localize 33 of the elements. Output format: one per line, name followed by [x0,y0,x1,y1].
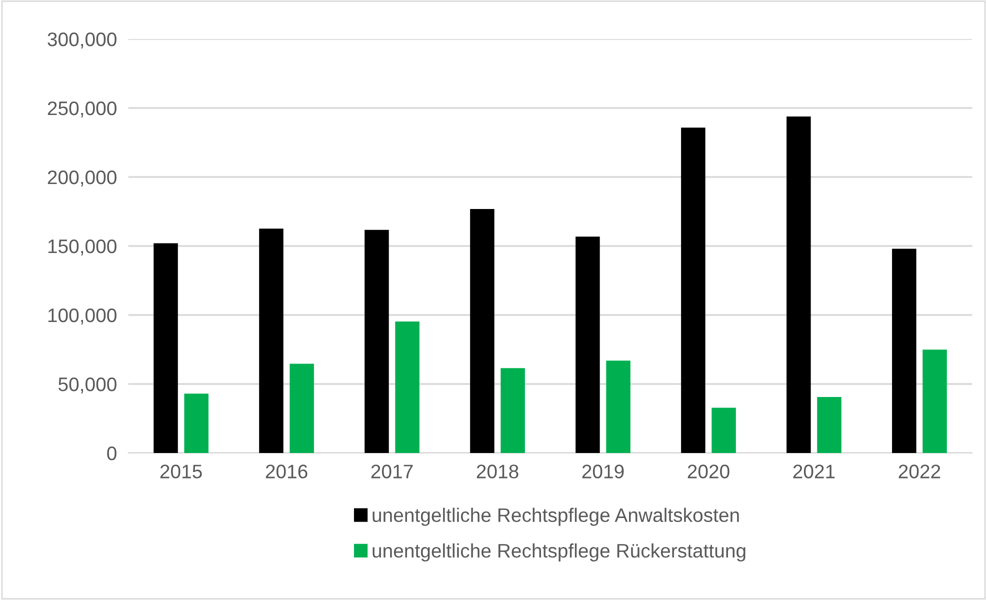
x-tick-label: 2017 [371,464,413,478]
x-tick-label: 2022 [898,464,940,478]
bar [606,360,630,453]
bar [395,321,420,453]
x-tick-label: 2021 [793,464,835,478]
bar [154,243,178,453]
x-tick-label: 2016 [266,464,308,478]
x-tick-label: 2015 [160,464,202,478]
y-tick-label: 100,000 [48,308,116,325]
bar [786,116,811,453]
legend-label: unentgeltliche Rechtspflege Rückerstattung [372,543,746,562]
x-tick-label: 2018 [476,464,518,478]
bar [364,230,389,453]
bar [500,368,525,453]
y-tick-label: 200,000 [48,170,116,187]
bar [681,128,706,453]
bar [712,408,736,453]
bar [576,236,600,453]
x-tick-label: 2019 [582,464,624,478]
bar [184,394,208,453]
bar [290,364,314,453]
bar [470,209,494,453]
bar [259,228,284,453]
y-tick-label: 0 [107,446,116,460]
legend-label: unentgeltliche Rechtspflege Anwaltskosten [372,508,739,526]
bar [922,350,947,453]
y-tick-label: 50,000 [58,377,116,394]
x-tick-label: 2020 [688,464,730,478]
y-tick-label: 250,000 [48,101,116,118]
bar [817,396,842,453]
bar [892,248,916,453]
y-tick-label: 150,000 [48,239,116,256]
y-tick-label: 300,000 [48,32,116,49]
